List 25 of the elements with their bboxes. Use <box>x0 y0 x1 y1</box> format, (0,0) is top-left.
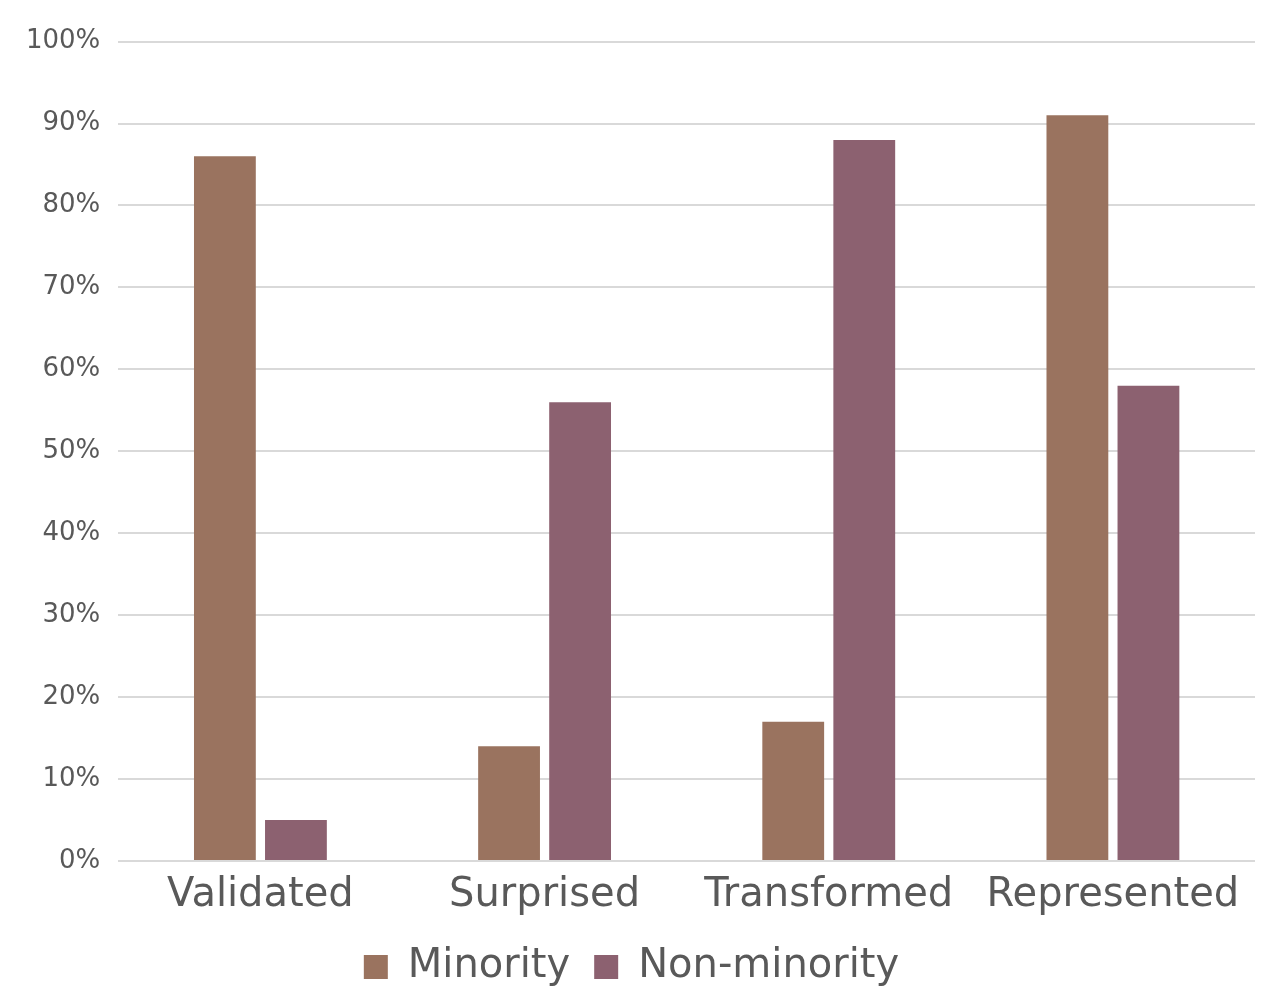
legend-label: Minority <box>407 940 571 987</box>
bar <box>549 402 612 860</box>
bar <box>1117 385 1180 860</box>
bar <box>193 156 256 860</box>
y-tick-label: 40% <box>42 515 101 546</box>
y-tick-label: 50% <box>42 434 101 465</box>
y-tick-label: 60% <box>42 352 101 383</box>
x-tick-label: Surprised <box>449 869 641 916</box>
bar <box>762 721 825 860</box>
bar <box>833 139 896 860</box>
y-tick-label: 0% <box>59 843 101 874</box>
x-tick-label: Transformed <box>703 869 954 916</box>
legend-label: Non-minority <box>638 940 900 987</box>
bar <box>265 820 327 860</box>
y-tick-label: 20% <box>42 679 101 710</box>
x-tick-label: Represented <box>986 869 1240 916</box>
bar <box>478 746 540 860</box>
y-tick-label: 80% <box>42 188 101 219</box>
y-tick-label: 30% <box>42 597 101 628</box>
y-tick-label: 10% <box>42 761 101 792</box>
x-tick-label: Validated <box>167 869 354 916</box>
y-tick-label: 90% <box>42 106 101 137</box>
bar <box>1046 115 1109 860</box>
y-tick-label: 100% <box>25 24 101 55</box>
y-tick-label: 70% <box>42 270 101 301</box>
